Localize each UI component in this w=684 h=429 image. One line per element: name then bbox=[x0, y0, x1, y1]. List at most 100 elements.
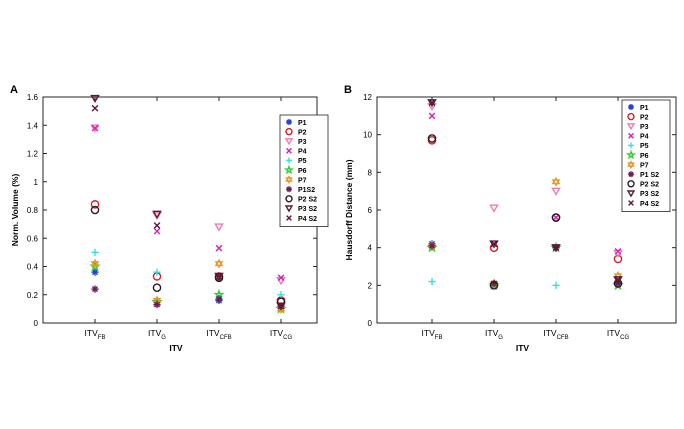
y-tick-label: 0 bbox=[368, 319, 373, 328]
data-point bbox=[551, 187, 561, 196]
legend-label: P2 S2 bbox=[640, 182, 659, 189]
legend-marker bbox=[286, 186, 292, 193]
legend-marker bbox=[283, 164, 295, 175]
data-point bbox=[614, 248, 622, 255]
data-point bbox=[215, 295, 223, 303]
y-tick-label: 12 bbox=[363, 93, 372, 102]
data-point bbox=[428, 242, 436, 250]
x-tick-label: ITVCFB bbox=[543, 328, 568, 341]
data-point bbox=[152, 283, 162, 292]
data-point bbox=[277, 302, 285, 310]
panel-letter: A bbox=[10, 84, 18, 96]
plot-frame bbox=[42, 96, 318, 324]
legend-marker bbox=[286, 157, 292, 164]
legend-marker bbox=[626, 123, 636, 131]
data-point bbox=[91, 104, 99, 112]
legend-marker bbox=[627, 180, 635, 188]
legend-marker bbox=[625, 149, 637, 160]
data-point bbox=[277, 274, 285, 282]
panel-a: 0 0.2 0.4 0.6 0.8 1 1.2 1.4 1.6 ITVFB ITVG ITVCFB IT… bbox=[10, 84, 329, 353]
data-point bbox=[214, 272, 224, 282]
panel-letter: B bbox=[344, 84, 352, 96]
data-point bbox=[153, 301, 161, 309]
data-point bbox=[552, 281, 560, 289]
legend-marker bbox=[628, 200, 634, 206]
y-tick-label: 0.2 bbox=[27, 291, 39, 300]
legend-label: P1 bbox=[640, 105, 649, 112]
legend-label: P2 bbox=[298, 129, 307, 136]
legend-marker bbox=[284, 205, 294, 213]
legend-label: P6 bbox=[640, 153, 649, 160]
legend-label: P4 bbox=[640, 134, 649, 141]
data-point bbox=[428, 112, 436, 120]
y-tick-label: 0.8 bbox=[27, 206, 39, 215]
data-point bbox=[214, 258, 224, 269]
data-point bbox=[428, 99, 436, 107]
data-point bbox=[277, 291, 285, 299]
data-point bbox=[152, 210, 162, 219]
data-point bbox=[91, 285, 99, 293]
x-axis-label: ITV bbox=[169, 343, 183, 353]
x-axis-label: ITV bbox=[516, 343, 530, 353]
x-tick-label: ITVFB bbox=[85, 328, 106, 341]
data-point bbox=[153, 227, 161, 235]
y-tick-label: 8 bbox=[368, 168, 373, 177]
legend-label: P3 S2 bbox=[298, 206, 317, 213]
x-tick-label: ITVCG bbox=[270, 328, 293, 341]
data-point bbox=[215, 273, 223, 280]
legend-marker bbox=[627, 112, 635, 121]
legend-marker bbox=[285, 127, 293, 136]
data-point bbox=[152, 212, 162, 221]
legend-marker bbox=[628, 142, 634, 149]
legend-marker bbox=[628, 171, 634, 178]
legend: P1 P2 P3 P4 P5 P6 P7 P1 S2 P2 S2 P3 S2 P4 S2 bbox=[621, 99, 671, 212]
data-point bbox=[153, 268, 161, 276]
legend-label: P5 bbox=[640, 143, 649, 150]
legend-marker bbox=[285, 195, 293, 203]
data-point bbox=[91, 124, 99, 132]
legend-marker bbox=[285, 175, 293, 185]
y-tick-label: 1 bbox=[34, 178, 39, 187]
data-point bbox=[276, 302, 286, 311]
data-point bbox=[90, 258, 100, 269]
data-point bbox=[551, 244, 561, 253]
legend-marker bbox=[627, 160, 635, 170]
legend-label: P7 bbox=[640, 162, 649, 169]
y-tick-label: 1.2 bbox=[27, 150, 39, 159]
legend: P1 P2 P3 P4 P5 P6 P7 P1S2 P2 S2 P3 S2 P4 S2 bbox=[279, 114, 329, 227]
data-point bbox=[551, 213, 561, 222]
legend-label: P4 S2 bbox=[640, 201, 659, 208]
x-tick-label: ITVFB bbox=[422, 328, 443, 341]
legend-marker bbox=[286, 147, 292, 154]
legend-label: P1 bbox=[298, 120, 307, 127]
data-point bbox=[427, 134, 437, 143]
legend-label: P6 bbox=[298, 168, 307, 175]
y-tick-label: 2 bbox=[368, 281, 373, 290]
legend-label: P7 bbox=[298, 177, 307, 184]
data-point bbox=[427, 99, 437, 108]
legend-label: P3 S2 bbox=[640, 191, 659, 198]
legend-marker bbox=[626, 190, 636, 198]
legend-marker bbox=[286, 215, 292, 221]
y-tick-label: 0.6 bbox=[27, 234, 39, 243]
data-point bbox=[214, 223, 224, 232]
y-tick-label: 0.4 bbox=[27, 263, 39, 272]
x-tick-label: ITVCFB bbox=[206, 328, 231, 341]
legend-marker bbox=[286, 119, 292, 125]
x-tick-label: ITVG bbox=[485, 328, 503, 341]
data-point bbox=[90, 205, 100, 215]
data-point bbox=[489, 204, 499, 213]
data-point bbox=[552, 244, 560, 252]
legend-marker bbox=[284, 138, 294, 146]
data-point bbox=[490, 240, 498, 248]
data-point bbox=[90, 124, 100, 133]
data-point bbox=[489, 281, 499, 290]
data-point bbox=[489, 240, 499, 249]
y-tick-label: 1.4 bbox=[27, 121, 39, 130]
x-tick-label: ITVCG bbox=[607, 328, 630, 341]
legend-label: P4 bbox=[298, 149, 307, 156]
x-tick-label: ITVG bbox=[148, 328, 166, 341]
data-point bbox=[428, 277, 436, 286]
legend-label: P2 S2 bbox=[298, 197, 317, 204]
